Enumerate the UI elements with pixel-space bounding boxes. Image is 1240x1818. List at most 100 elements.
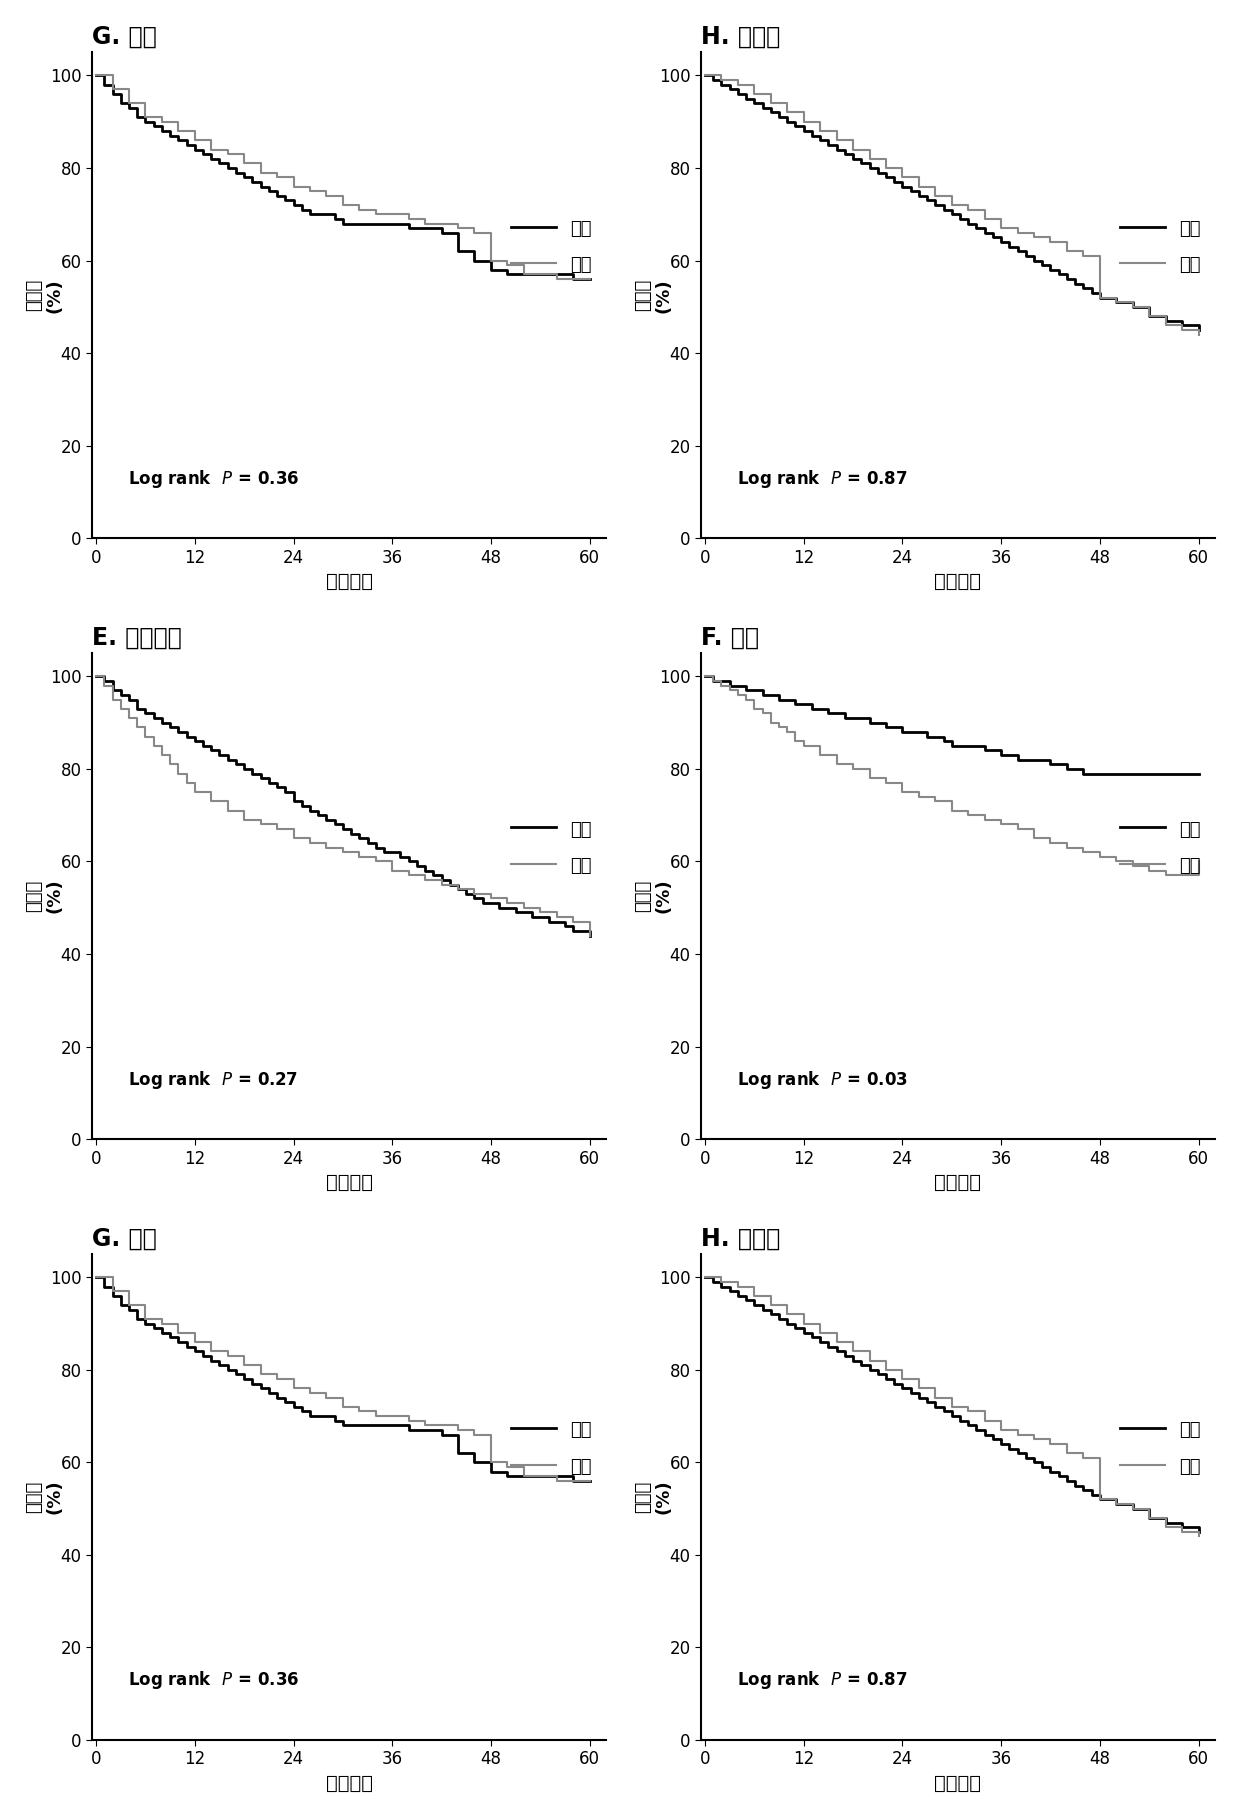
低组: [821, 135, 836, 156]
低组: [945, 1400, 960, 1422]
低组: [179, 1331, 193, 1353]
高组: [352, 1400, 367, 1422]
Y-axis label: 总生存
(%): 总生存 (%): [634, 878, 672, 913]
低组: [565, 1471, 580, 1493]
高组: [1142, 854, 1157, 876]
高组: [796, 111, 811, 133]
高组: [269, 1364, 284, 1385]
低组: [1192, 1522, 1207, 1543]
高组: [812, 1322, 827, 1344]
高组: [698, 65, 713, 87]
高组: [269, 162, 284, 184]
高组: [764, 711, 779, 733]
Line: 低组: 低组: [97, 1278, 590, 1482]
高组: [516, 1465, 531, 1487]
高组: [516, 264, 531, 285]
高组: [203, 138, 218, 160]
低组: [138, 105, 153, 127]
Line: 高组: 高组: [97, 1278, 590, 1482]
低组: [303, 794, 317, 816]
Text: G. 肝癌: G. 肝癌: [92, 25, 156, 49]
高组: [549, 1471, 564, 1493]
低组: [467, 1451, 482, 1473]
低组: [796, 693, 811, 714]
低组: [179, 129, 193, 151]
Text: Log rank  $P$ = 0.27: Log rank $P$ = 0.27: [128, 1069, 298, 1091]
Y-axis label: 总生存
(%): 总生存 (%): [634, 278, 672, 313]
低组: [1192, 320, 1207, 342]
Text: F. 肾癌: F. 肾癌: [701, 625, 759, 649]
X-axis label: 生存时间: 生存时间: [935, 573, 981, 591]
高组: [583, 1471, 598, 1493]
低组: [583, 269, 598, 291]
低组: [203, 740, 218, 762]
低组: [746, 680, 761, 702]
高组: [286, 827, 301, 849]
Y-axis label: 总生存
(%): 总生存 (%): [25, 278, 63, 313]
Text: E. 头颈鹾癌: E. 头颈鹾癌: [92, 625, 182, 649]
高组: [187, 782, 202, 804]
高组: [583, 925, 598, 947]
低组: [583, 269, 598, 291]
Y-axis label: 总生存
(%): 总生存 (%): [25, 1480, 63, 1514]
低组: [89, 1267, 104, 1289]
高组: [352, 198, 367, 220]
低组: [698, 665, 713, 687]
低组: [1174, 762, 1189, 784]
Line: 低组: 低组: [706, 676, 1199, 773]
低组: [138, 702, 153, 724]
Legend: 低组, 高组: 低组, 高组: [511, 1422, 591, 1476]
高组: [698, 1267, 713, 1289]
高组: [155, 744, 170, 765]
高组: [187, 129, 202, 151]
低组: [993, 227, 1008, 249]
Line: 低组: 低组: [706, 76, 1199, 331]
Legend: 低组, 高组: 低组, 高组: [1120, 1422, 1200, 1476]
Line: 低组: 低组: [706, 1278, 1199, 1533]
Text: Log rank  $P$ = 0.87: Log rank $P$ = 0.87: [737, 1669, 908, 1691]
高组: [993, 218, 1008, 240]
低组: [789, 689, 804, 711]
X-axis label: 生存时间: 生存时间: [326, 1774, 372, 1793]
Text: Log rank  $P$ = 0.36: Log rank $P$ = 0.36: [128, 467, 299, 489]
Text: Log rank  $P$ = 0.03: Log rank $P$ = 0.03: [737, 1069, 908, 1091]
高组: [993, 1420, 1008, 1442]
Line: 高组: 高组: [97, 76, 590, 280]
高组: [89, 65, 104, 87]
低组: [565, 1465, 580, 1487]
Text: Log rank  $P$ = 0.36: Log rank $P$ = 0.36: [128, 1669, 299, 1691]
高组: [1192, 324, 1207, 345]
高组: [500, 893, 515, 914]
低组: [936, 198, 951, 220]
Line: 低组: 低组: [97, 676, 590, 936]
高组: [1126, 1498, 1141, 1520]
Legend: 低组, 高组: 低组, 高组: [1120, 220, 1200, 275]
高组: [895, 782, 910, 804]
高组: [1126, 296, 1141, 318]
低组: [846, 1349, 861, 1371]
高组: [203, 1340, 218, 1362]
高组: [961, 1400, 976, 1422]
高组: [961, 198, 976, 220]
高组: [878, 147, 893, 169]
Text: G. 肝癌: G. 肝癌: [92, 1227, 156, 1251]
高组: [484, 887, 498, 909]
低组: [821, 1336, 836, 1358]
高组: [1109, 851, 1123, 873]
低组: [89, 665, 104, 687]
Y-axis label: 总生存
(%): 总生存 (%): [25, 878, 63, 913]
Line: 高组: 高组: [706, 76, 1199, 335]
低组: [1192, 762, 1207, 784]
Line: 高组: 高组: [706, 1278, 1199, 1536]
高组: [583, 269, 598, 291]
高组: [384, 1405, 399, 1427]
低组: [1092, 762, 1107, 784]
低组: [583, 925, 598, 947]
高组: [549, 269, 564, 291]
低组: [936, 1400, 951, 1422]
高组: [796, 734, 811, 756]
低组: [846, 147, 861, 169]
Text: Log rank  $P$ = 0.87: Log rank $P$ = 0.87: [737, 467, 908, 489]
低组: [583, 1471, 598, 1493]
高组: [812, 120, 827, 142]
